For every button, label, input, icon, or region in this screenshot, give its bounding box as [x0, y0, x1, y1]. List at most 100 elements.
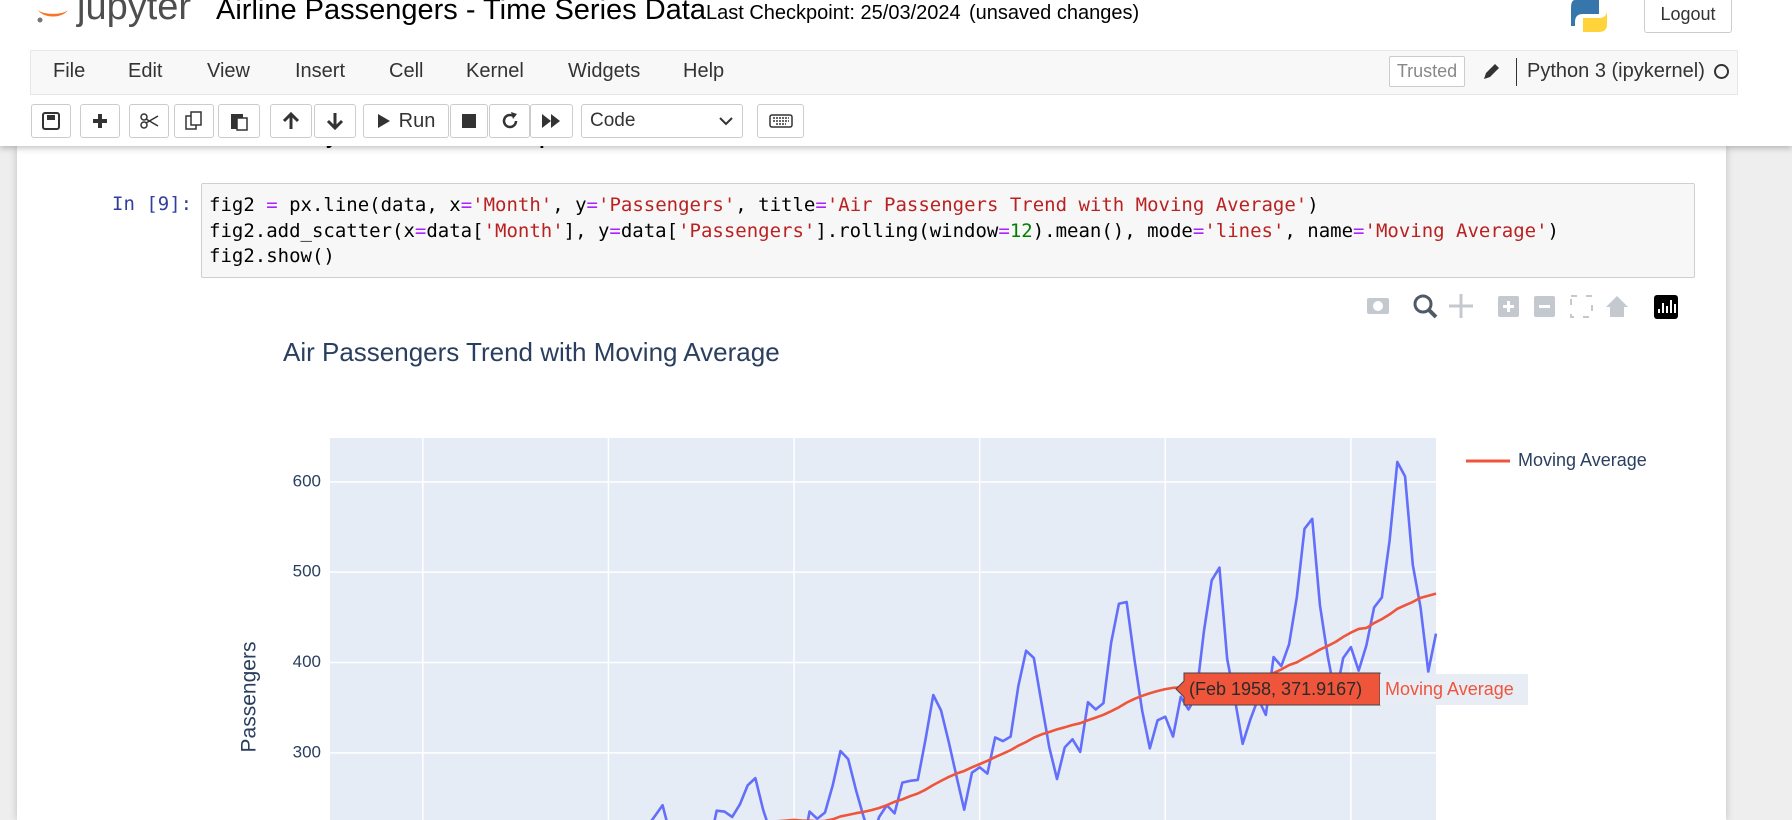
- menu-item[interactable]: Widgets: [568, 60, 641, 82]
- y-axis-title: Passengers: [238, 642, 261, 753]
- code-line: fig2.add_scatter(x=data['Month'], y=data…: [209, 219, 1559, 245]
- code-token: ], y: [563, 219, 610, 242]
- zoom-in-plus: [1503, 301, 1514, 312]
- move-down-button[interactable]: [314, 104, 356, 138]
- y-tick-label: 600: [293, 471, 321, 490]
- cut-button[interactable]: [129, 104, 169, 138]
- plot-area: [330, 438, 1436, 820]
- cell-type-select[interactable]: Code: [581, 104, 743, 138]
- code-line: fig2.show(): [209, 244, 1559, 270]
- kernel-name[interactable]: Python 3 (ipykernel): [1527, 60, 1705, 82]
- icon: [326, 113, 344, 131]
- dropdown-arrow: [719, 117, 733, 126]
- menu-item[interactable]: Edit: [128, 60, 163, 82]
- restart-run-all-button[interactable]: [530, 104, 573, 138]
- code-token: ): [1547, 219, 1559, 242]
- separator: [1516, 58, 1517, 86]
- code-cell[interactable]: fig2 = px.line(data, x='Month', y='Passe…: [201, 183, 1695, 278]
- code-token: 'Passengers': [678, 219, 816, 242]
- icon: [185, 111, 202, 130]
- pan-icon[interactable]: [1449, 294, 1473, 318]
- cell-type-value: Code: [590, 110, 636, 131]
- zoom-handle: [1427, 308, 1438, 319]
- code-token: =: [460, 194, 473, 216]
- code-token: =: [266, 194, 278, 216]
- copy-button[interactable]: [174, 104, 214, 138]
- trusted-indicator[interactable]: Trusted: [1389, 56, 1465, 87]
- hover-label: (Feb 1958, 371.9167) Moving Average: [1175, 672, 1528, 706]
- icon: [541, 114, 560, 128]
- menu-item[interactable]: Insert: [295, 60, 346, 82]
- code-token: =: [414, 219, 427, 242]
- cell-prompt: In [9]:: [112, 193, 193, 215]
- code-token: 'Moving Average': [1364, 219, 1548, 242]
- icon: [282, 111, 300, 129]
- code-token: 'lines': [1204, 219, 1285, 242]
- code-token: data[: [426, 219, 484, 242]
- code-token: =: [815, 194, 827, 216]
- logo-text: jupyter: [77, 0, 192, 28]
- code-token: ): [1307, 194, 1319, 216]
- autosave-status: (unsaved changes): [969, 2, 1140, 24]
- series-line: [650, 460, 1438, 820]
- edit-icon[interactable]: [1481, 62, 1501, 82]
- code-token: fig2.show(): [209, 245, 335, 267]
- logo-arc: [38, 10, 68, 17]
- save-button[interactable]: [31, 104, 71, 138]
- code-token: =: [586, 194, 598, 216]
- hover-name: Moving Average: [1385, 679, 1514, 699]
- code-token: fig2.add_scatter(x: [209, 219, 415, 242]
- plotly-logo-bars: [1658, 300, 1676, 313]
- code-token: ).mean(), mode: [1032, 219, 1193, 242]
- code-token: ].rolling(window: [815, 219, 999, 242]
- hover-name-box: [1380, 674, 1528, 705]
- y-tick-label: 500: [293, 562, 321, 581]
- code-token: =: [609, 219, 621, 242]
- code-token: 12: [1009, 219, 1033, 242]
- icon: [502, 112, 517, 129]
- code-token: , y: [552, 194, 587, 216]
- move-up-button[interactable]: [270, 104, 312, 138]
- hover-text: (Feb 1958, 371.9167): [1189, 679, 1362, 699]
- home-icon[interactable]: [1606, 296, 1628, 317]
- icon: [377, 114, 390, 128]
- python-logo: [1571, 0, 1607, 32]
- paste-button[interactable]: [218, 104, 260, 138]
- camera-lens: [1373, 301, 1383, 311]
- code-token: 'Month': [472, 194, 553, 216]
- interrupt-button[interactable]: [450, 104, 488, 138]
- code-line: fig2 = px.line(data, x='Month', y='Passe…: [209, 193, 1559, 219]
- notebook-title[interactable]: Airline Passengers - Time Series Data: [216, 0, 706, 26]
- code-token: 'Passengers': [598, 194, 736, 216]
- code-token: =: [1353, 219, 1365, 242]
- zoom-icon[interactable]: [1413, 294, 1433, 314]
- code-token: 'Month': [483, 219, 564, 242]
- chart-title: Air Passengers Trend with Moving Average: [283, 337, 780, 367]
- icon: [231, 114, 248, 131]
- y-tick-label: 400: [293, 652, 321, 671]
- run-button[interactable]: Run: [363, 104, 449, 138]
- run-label: Run: [398, 109, 436, 132]
- menu-item[interactable]: File: [53, 60, 86, 82]
- python-logo-yellow: [1583, 6, 1607, 32]
- code-token: fig2: [209, 194, 267, 216]
- y-tick-label: 300: [293, 742, 321, 761]
- logout-button[interactable]: Logout: [1644, 0, 1732, 33]
- python-logo-blue: [1571, 0, 1599, 26]
- insert-cell-button[interactable]: [80, 104, 120, 138]
- legend-label: Moving Average: [1518, 450, 1647, 470]
- code-token: =: [998, 219, 1010, 242]
- autoscale-icon[interactable]: [1570, 295, 1593, 318]
- icon: [42, 112, 60, 130]
- code-token: data[: [620, 219, 679, 242]
- menu-item[interactable]: View: [207, 60, 250, 82]
- restart-button[interactable]: [489, 104, 530, 138]
- command-palette-button[interactable]: [757, 104, 804, 138]
- code-token: , title: [735, 194, 816, 216]
- menu-item[interactable]: Help: [683, 60, 725, 82]
- menu-item[interactable]: Kernel: [466, 60, 524, 82]
- code: fig2 = px.line(data, x='Month', y='Passe…: [209, 193, 1559, 270]
- menu-item[interactable]: Cell: [389, 60, 424, 82]
